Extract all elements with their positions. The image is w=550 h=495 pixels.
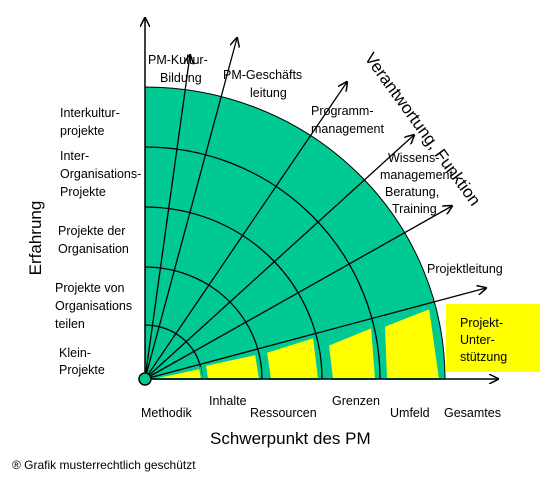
radial-programm bbox=[144, 82, 347, 380]
unterstuetzung-box bbox=[446, 304, 540, 372]
y-axis-title: Erfahrung bbox=[26, 201, 45, 276]
x-level-methodik: Methodik bbox=[141, 406, 192, 420]
x-level-umfeld: Umfeld bbox=[390, 406, 430, 420]
x-level-grenzen: Grenzen bbox=[332, 394, 380, 408]
arc-level-2 bbox=[144, 266, 263, 380]
radial-wissen bbox=[144, 135, 414, 380]
radial-pm-geschaeft bbox=[144, 38, 237, 380]
yellow-cells bbox=[147, 306, 442, 380]
y-level-inter-organisation: Inter- Organisations- Projekte bbox=[60, 149, 145, 199]
function-pm-geschaeft: PM-Geschäfts leitung bbox=[223, 68, 306, 100]
radial-training bbox=[144, 206, 452, 380]
origin-dot bbox=[138, 372, 152, 386]
y-level-klein: Klein- Projekte bbox=[59, 346, 105, 377]
x-level-gesamtes: Gesamtes bbox=[444, 406, 501, 420]
arc-level-3 bbox=[144, 206, 323, 380]
function-pm-kultur: PM-Kultur- Bildung bbox=[148, 53, 211, 85]
function-wissen: Wissens- management Beratung, Training bbox=[380, 151, 456, 216]
function-programm: Programm- management bbox=[311, 104, 384, 136]
function-projektleitung: Projektleitung bbox=[427, 262, 503, 276]
x-level-inhalte: Inhalte bbox=[209, 394, 247, 408]
copyright-note: ® Grafik musterrechtlich geschützt bbox=[12, 458, 196, 472]
radial-pm-kultur bbox=[144, 55, 190, 380]
green-quarter-disc bbox=[144, 86, 446, 380]
y-level-organisation: Projekte der Organisation bbox=[58, 224, 129, 256]
y-level-interkultur: Interkultur- projekte bbox=[60, 106, 123, 138]
arc-level-4 bbox=[144, 146, 381, 380]
radial-lines bbox=[144, 38, 486, 380]
unterstuetzung-label: Projekt- Unter- stützung bbox=[460, 316, 507, 364]
radial-projektleitung bbox=[144, 288, 486, 380]
x-level-ressourcen: Ressourcen bbox=[250, 406, 317, 420]
y-level-organisationsteile: Projekte von Organisations teilen bbox=[55, 281, 136, 331]
x-axis-title: Schwerpunkt des PM bbox=[210, 429, 371, 448]
